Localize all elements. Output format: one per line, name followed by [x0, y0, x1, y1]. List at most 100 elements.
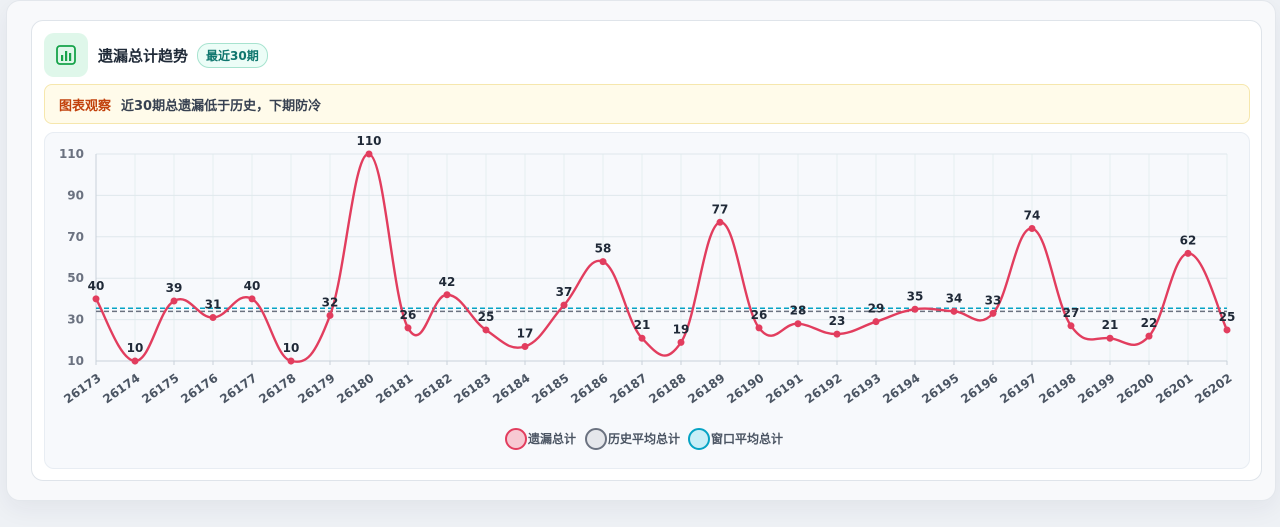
- data-label: 27: [1063, 306, 1080, 320]
- data-point: [1067, 322, 1075, 330]
- data-label: 10: [127, 341, 144, 355]
- data-label: 33: [985, 293, 1002, 307]
- bar-chart-icon: [44, 33, 88, 77]
- data-label: 34: [946, 291, 963, 305]
- outer-panel: 遗漏总计趋势 最近30期 图表观察 近30期总遗漏低于历史，下期防冷 10 30 5…: [6, 0, 1276, 501]
- observation-banner: 图表观察 近30期总遗漏低于历史，下期防冷: [44, 84, 1250, 124]
- legend-marker: [505, 428, 527, 450]
- data-label: 25: [1219, 310, 1236, 324]
- data-point: [755, 324, 763, 332]
- data-label: 58: [595, 242, 612, 256]
- x-tick-label: 26197: [997, 371, 1039, 406]
- data-point: [287, 357, 295, 365]
- data-point: [365, 150, 373, 158]
- data-label: 10: [283, 341, 300, 355]
- data-label: 40: [244, 279, 261, 293]
- data-point: [92, 295, 100, 303]
- data-point: [1028, 225, 1036, 233]
- y-tick-label: 70: [67, 230, 84, 244]
- data-point: [404, 324, 412, 332]
- data-label: 40: [88, 279, 105, 293]
- chart-container: 10 30 50 70 90 110 26173 26174 26175 26176 26177 26…: [44, 132, 1250, 469]
- x-tick-label: 26176: [178, 371, 220, 406]
- x-tick-label: 26177: [217, 371, 259, 406]
- data-point: [599, 258, 607, 266]
- x-tick-label: 26181: [373, 371, 415, 406]
- card-header: 遗漏总计趋势 最近30期: [44, 33, 268, 77]
- data-point: [1106, 334, 1114, 342]
- x-tick-label: 26179: [295, 371, 337, 406]
- x-tick-label: 26189: [685, 371, 727, 406]
- data-label: 25: [478, 310, 495, 324]
- data-label: 37: [556, 285, 573, 299]
- data-point: [1145, 332, 1153, 340]
- x-tick-label: 26174: [100, 371, 142, 406]
- data-point: [716, 218, 724, 226]
- x-tick-label: 26191: [763, 371, 805, 406]
- data-label: 39: [166, 281, 183, 295]
- x-tick-label: 26190: [724, 371, 766, 406]
- y-tick-label: 30: [67, 313, 84, 327]
- x-tick-label: 26186: [568, 371, 610, 406]
- legend-marker: [688, 428, 710, 450]
- legend-label: 遗漏总计: [527, 431, 576, 446]
- data-point: [326, 311, 334, 319]
- data-label: 32: [322, 295, 339, 309]
- data-point: [911, 305, 919, 313]
- data-point: [833, 330, 841, 338]
- data-label: 62: [1180, 233, 1197, 247]
- x-tick-label: 26183: [451, 371, 493, 406]
- x-tick-label: 26187: [607, 371, 649, 406]
- x-tick-label: 26193: [841, 371, 883, 406]
- data-point: [482, 326, 490, 334]
- x-tick-label: 26185: [529, 371, 571, 406]
- data-label: 26: [751, 308, 768, 322]
- legend-marker: [585, 428, 607, 450]
- x-tick-label: 26196: [958, 371, 1000, 406]
- x-tick-label: 26184: [490, 371, 532, 406]
- x-tick-label: 26195: [919, 371, 961, 406]
- data-label: 22: [1141, 316, 1158, 330]
- data-label: 31: [205, 298, 222, 312]
- data-point: [443, 291, 451, 299]
- y-tick-label: 90: [67, 188, 84, 202]
- data-label: 21: [1102, 318, 1119, 332]
- data-point: [560, 301, 568, 309]
- x-tick-label: 26173: [61, 371, 103, 406]
- data-point: [209, 314, 217, 322]
- x-tick-label: 26182: [412, 371, 454, 406]
- data-label: 77: [712, 202, 729, 216]
- x-tick-label: 26192: [802, 371, 844, 406]
- legend-label: 历史平均总计: [608, 431, 680, 446]
- y-tick-label: 50: [67, 271, 84, 285]
- x-tick-label: 26199: [1075, 371, 1117, 406]
- data-label: 35: [907, 289, 924, 303]
- observation-label: 图表观察: [59, 98, 112, 114]
- series-line-total-miss: [94, 152, 1229, 363]
- data-point: [677, 338, 685, 346]
- x-tick-label: 26188: [646, 371, 688, 406]
- line-chart: 1030507090110261732617426175261762617726…: [59, 134, 1236, 450]
- y-tick-label: 10: [67, 354, 84, 368]
- data-label: 110: [356, 134, 381, 148]
- data-label: 29: [868, 302, 885, 316]
- data-point: [131, 357, 139, 365]
- x-tick-label: 26200: [1114, 371, 1156, 406]
- data-point: [1184, 249, 1192, 257]
- period-badge: 最近30期: [197, 42, 268, 68]
- observation-text: 近30期总遗漏低于历史，下期防冷: [121, 98, 322, 114]
- data-label: 21: [634, 318, 651, 332]
- data-point: [638, 334, 646, 342]
- data-label: 28: [790, 304, 807, 318]
- card-title: 遗漏总计趋势: [98, 46, 189, 65]
- data-point: [248, 295, 256, 303]
- data-point: [989, 309, 997, 317]
- data-label: 74: [1024, 209, 1041, 223]
- legend-label: 窗口平均总计: [711, 431, 783, 446]
- data-point: [170, 297, 178, 305]
- x-tick-label: 26202: [1192, 371, 1234, 406]
- data-label: 19: [673, 322, 690, 336]
- x-tick-label: 26194: [880, 371, 922, 406]
- data-label: 17: [517, 327, 534, 341]
- y-tick-label: 110: [59, 147, 84, 161]
